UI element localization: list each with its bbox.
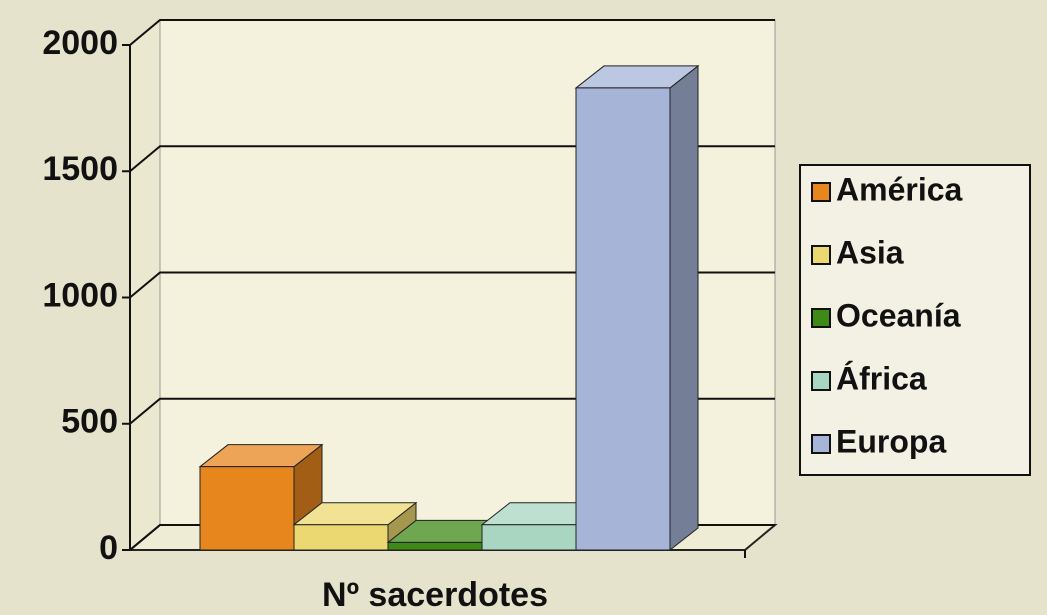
legend-label: Asia [836,234,904,270]
legend-label: América [836,171,963,207]
legend-label: Europa [836,423,946,459]
legend-swatch [811,371,831,391]
bar-front [575,87,671,551]
bar-front [293,524,389,551]
bar-side [669,64,699,552]
legend-label: África [836,360,927,396]
legend-swatch [811,182,831,202]
y-tick-label: 1500 [42,150,118,188]
x-category-label: Nº sacerdotes [322,576,548,614]
grid-line [129,271,775,299]
legend-swatch [811,434,831,454]
grid-line [129,397,775,425]
y-tick-label: 500 [61,403,118,441]
grid-line [129,145,775,173]
legend-box [799,164,1031,476]
legend-swatch [811,245,831,265]
y-tick-label: 0 [99,529,118,567]
legend-swatch [811,308,831,328]
bar-front [481,524,577,551]
legend-label: Oceanía [836,297,961,333]
grid-line [129,19,775,46]
y-tick-label: 1000 [42,276,118,314]
y-tick-label: 2000 [42,24,118,62]
bar-front [387,541,483,551]
bar [574,64,700,552]
bar-front [199,466,295,551]
